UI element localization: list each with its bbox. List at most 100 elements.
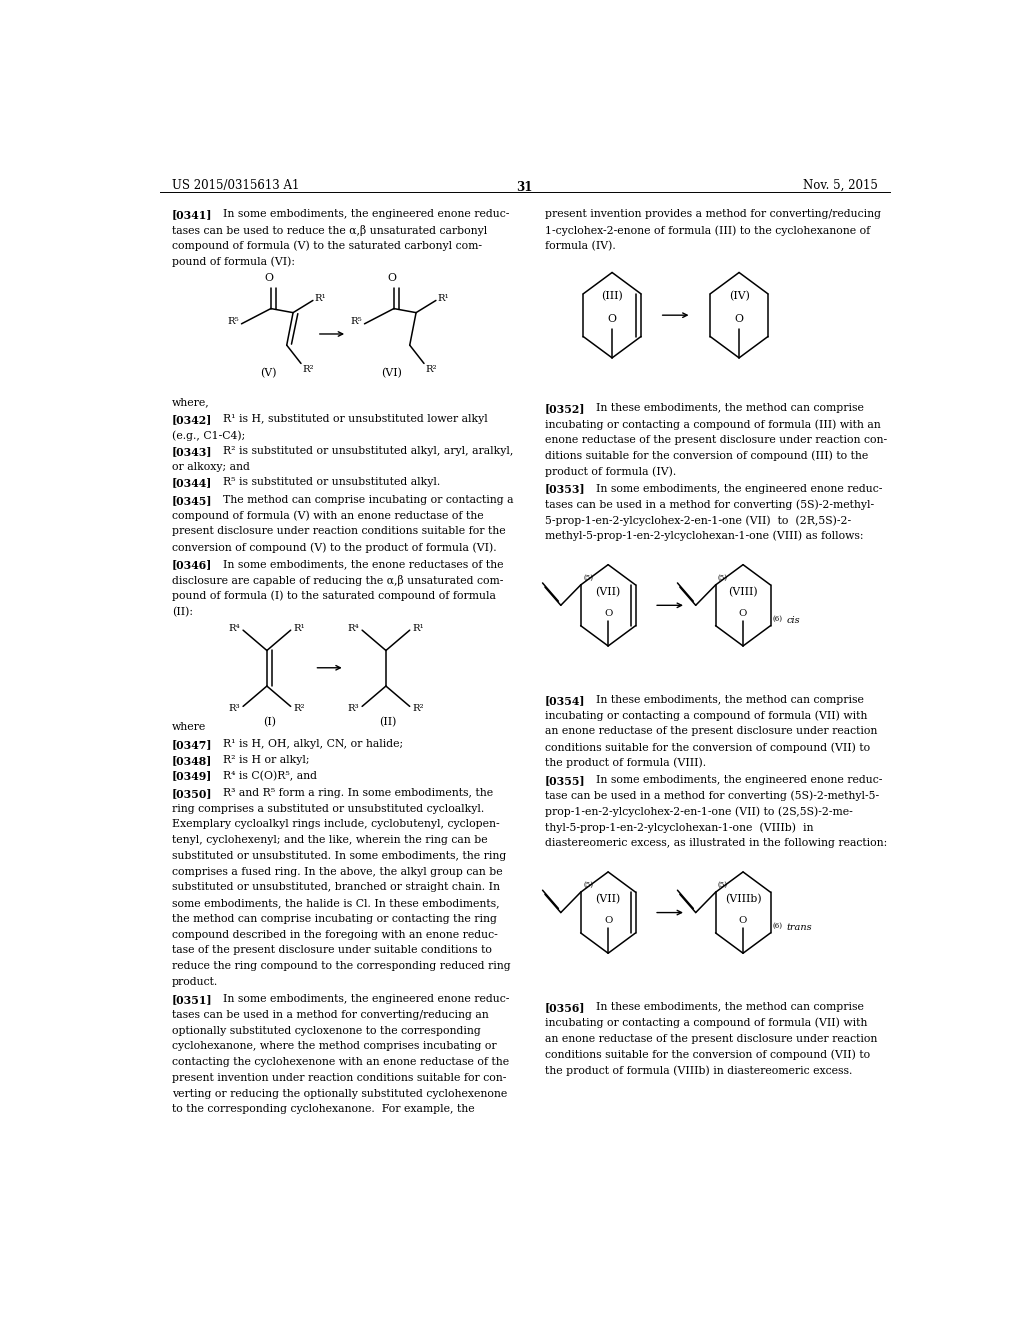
Text: the method can comprise incubating or contacting the ring: the method can comprise incubating or co…: [172, 913, 497, 924]
Text: conversion of compound (V) to the product of formula (VI).: conversion of compound (V) to the produc…: [172, 543, 497, 553]
Text: comprises a fused ring. In the above, the alkyl group can be: comprises a fused ring. In the above, th…: [172, 866, 503, 876]
Text: (III): (III): [601, 290, 623, 301]
Text: enone reductase of the present disclosure under reaction con-: enone reductase of the present disclosur…: [545, 434, 887, 445]
Text: R¹: R¹: [437, 294, 450, 302]
Text: thyl-5-prop-1-en-2-ylcyclohexan-1-one  (VIIIb)  in: thyl-5-prop-1-en-2-ylcyclohexan-1-one (V…: [545, 822, 813, 833]
Text: R² is H or alkyl;: R² is H or alkyl;: [223, 755, 309, 764]
Text: compound described in the foregoing with an enone reduc-: compound described in the foregoing with…: [172, 929, 498, 940]
Text: substituted or unsubstituted, branched or straight chain. In: substituted or unsubstituted, branched o…: [172, 882, 500, 892]
Text: [0355]: [0355]: [545, 775, 586, 787]
Text: O: O: [265, 273, 273, 284]
Text: [0356]: [0356]: [545, 1002, 585, 1012]
Text: R³: R³: [228, 704, 240, 713]
Text: In some embodiments, the enone reductases of the: In some embodiments, the enone reductase…: [223, 560, 504, 569]
Text: R²: R²: [303, 366, 314, 375]
Text: tase of the present disclosure under suitable conditions to: tase of the present disclosure under sui…: [172, 945, 492, 956]
Text: an enone reductase of the present disclosure under reaction: an enone reductase of the present disclo…: [545, 1034, 877, 1044]
Text: (5): (5): [583, 882, 593, 890]
Text: tenyl, cyclohexenyl; and the like, wherein the ring can be: tenyl, cyclohexenyl; and the like, where…: [172, 836, 487, 845]
Text: 1-cyclohex-2-enone of formula (III) to the cyclohexanone of: 1-cyclohex-2-enone of formula (III) to t…: [545, 224, 870, 235]
Text: (II):: (II):: [172, 606, 193, 616]
Text: R³ and R⁵ form a ring. In some embodiments, the: R³ and R⁵ form a ring. In some embodimen…: [223, 788, 494, 797]
Text: diastereomeric excess, as illustrated in the following reaction:: diastereomeric excess, as illustrated in…: [545, 838, 887, 849]
Text: (VIII): (VIII): [728, 587, 758, 598]
Text: methyl-5-prop-1-en-2-ylcyclohexan-1-one (VIII) as follows:: methyl-5-prop-1-en-2-ylcyclohexan-1-one …: [545, 531, 863, 541]
Text: present invention under reaction conditions suitable for con-: present invention under reaction conditi…: [172, 1073, 506, 1082]
Text: R¹ is H, substituted or unsubstituted lower alkyl: R¹ is H, substituted or unsubstituted lo…: [223, 414, 488, 424]
Text: or alkoxy; and: or alkoxy; and: [172, 462, 250, 471]
Text: R¹: R¹: [412, 623, 424, 632]
Text: (II): (II): [380, 717, 397, 727]
Text: an enone reductase of the present disclosure under reaction: an enone reductase of the present disclo…: [545, 726, 877, 737]
Text: O: O: [604, 916, 612, 925]
Text: [0348]: [0348]: [172, 755, 212, 766]
Text: product of formula (IV).: product of formula (IV).: [545, 466, 676, 477]
Text: tase can be used in a method for converting (5S)-2-methyl-5-: tase can be used in a method for convert…: [545, 791, 879, 801]
Text: where,: where,: [172, 397, 209, 407]
Text: R² is substituted or unsubstituted alkyl, aryl, aralkyl,: R² is substituted or unsubstituted alkyl…: [223, 446, 514, 455]
Text: incubating or contacting a compound of formula (VII) with: incubating or contacting a compound of f…: [545, 1018, 867, 1028]
Text: [0349]: [0349]: [172, 771, 212, 781]
Text: (I): (I): [263, 717, 275, 727]
Text: O: O: [734, 314, 743, 325]
Text: (VI): (VI): [381, 367, 401, 378]
Text: tases can be used to reduce the α,β unsaturated carbonyl: tases can be used to reduce the α,β unsa…: [172, 224, 486, 236]
Text: 31: 31: [517, 181, 532, 194]
Text: to the corresponding cyclohexanone.  For example, the: to the corresponding cyclohexanone. For …: [172, 1105, 474, 1114]
Text: cyclohexanone, where the method comprises incubating or: cyclohexanone, where the method comprise…: [172, 1041, 497, 1052]
Text: [0354]: [0354]: [545, 694, 585, 706]
Text: where: where: [172, 722, 206, 731]
Text: (V): (V): [260, 367, 276, 378]
Text: [0352]: [0352]: [545, 403, 585, 414]
Text: In these embodiments, the method can comprise: In these embodiments, the method can com…: [596, 694, 864, 705]
Text: 5-prop-1-en-2-ylcyclohex-2-en-1-one (VII)  to  (2R,5S)-2-: 5-prop-1-en-2-ylcyclohex-2-en-1-one (VII…: [545, 515, 851, 525]
Text: R²: R²: [293, 704, 305, 713]
Text: [0343]: [0343]: [172, 446, 212, 457]
Text: O: O: [607, 314, 616, 325]
Text: (VII): (VII): [596, 587, 621, 598]
Text: [0350]: [0350]: [172, 788, 212, 799]
Text: pound of formula (I) to the saturated compound of formula: pound of formula (I) to the saturated co…: [172, 591, 496, 602]
Text: R²: R²: [412, 704, 424, 713]
Text: cis: cis: [786, 616, 801, 626]
Text: present disclosure under reaction conditions suitable for the: present disclosure under reaction condit…: [172, 527, 505, 536]
Text: pound of formula (VI):: pound of formula (VI):: [172, 256, 295, 267]
Text: substituted or unsubstituted. In some embodiments, the ring: substituted or unsubstituted. In some em…: [172, 851, 506, 861]
Text: conditions suitable for the conversion of compound (VII) to: conditions suitable for the conversion o…: [545, 1049, 869, 1060]
Text: reduce the ring compound to the corresponding reduced ring: reduce the ring compound to the correspo…: [172, 961, 510, 972]
Text: compound of formula (V) to the saturated carbonyl com-: compound of formula (V) to the saturated…: [172, 240, 481, 251]
Text: verting or reducing the optionally substituted cyclohexenone: verting or reducing the optionally subst…: [172, 1089, 507, 1098]
Text: ditions suitable for the conversion of compound (III) to the: ditions suitable for the conversion of c…: [545, 450, 868, 461]
Text: Nov. 5, 2015: Nov. 5, 2015: [803, 178, 878, 191]
Text: disclosure are capable of reducing the α,β unsaturated com-: disclosure are capable of reducing the α…: [172, 576, 503, 586]
Text: (5): (5): [718, 882, 728, 890]
Text: R⁴: R⁴: [347, 623, 359, 632]
Text: [0347]: [0347]: [172, 739, 212, 750]
Text: O: O: [604, 609, 612, 618]
Text: prop-1-en-2-ylcyclohex-2-en-1-one (VII) to (2S,5S)-2-me-: prop-1-en-2-ylcyclohex-2-en-1-one (VII) …: [545, 807, 852, 817]
Text: In some embodiments, the engineered enone reduc-: In some embodiments, the engineered enon…: [223, 210, 510, 219]
Text: O: O: [388, 273, 396, 284]
Text: (5): (5): [718, 574, 728, 582]
Text: formula (IV).: formula (IV).: [545, 240, 615, 251]
Text: In some embodiments, the engineered enone reduc-: In some embodiments, the engineered enon…: [596, 483, 883, 494]
Text: In some embodiments, the engineered enone reduc-: In some embodiments, the engineered enon…: [596, 775, 883, 785]
Text: trans: trans: [786, 923, 812, 932]
Text: tases can be used in a method for converting (5S)-2-methyl-: tases can be used in a method for conver…: [545, 499, 873, 510]
Text: present invention provides a method for converting/reducing: present invention provides a method for …: [545, 210, 881, 219]
Text: incubating or contacting a compound of formula (III) with an: incubating or contacting a compound of f…: [545, 418, 881, 429]
Text: (6): (6): [773, 921, 783, 929]
Text: some embodiments, the halide is Cl. In these embodiments,: some embodiments, the halide is Cl. In t…: [172, 898, 500, 908]
Text: incubating or contacting a compound of formula (VII) with: incubating or contacting a compound of f…: [545, 710, 867, 721]
Text: [0344]: [0344]: [172, 478, 212, 488]
Text: The method can comprise incubating or contacting a: The method can comprise incubating or co…: [223, 495, 514, 504]
Text: (VII): (VII): [596, 894, 621, 904]
Text: (5): (5): [583, 574, 593, 582]
Text: [0351]: [0351]: [172, 994, 212, 1006]
Text: US 2015/0315613 A1: US 2015/0315613 A1: [172, 178, 299, 191]
Text: In some embodiments, the engineered enone reduc-: In some embodiments, the engineered enon…: [223, 994, 510, 1005]
Text: [0345]: [0345]: [172, 495, 212, 506]
Text: O: O: [739, 916, 748, 925]
Text: (IV): (IV): [729, 290, 750, 301]
Text: In these embodiments, the method can comprise: In these embodiments, the method can com…: [596, 1002, 864, 1012]
